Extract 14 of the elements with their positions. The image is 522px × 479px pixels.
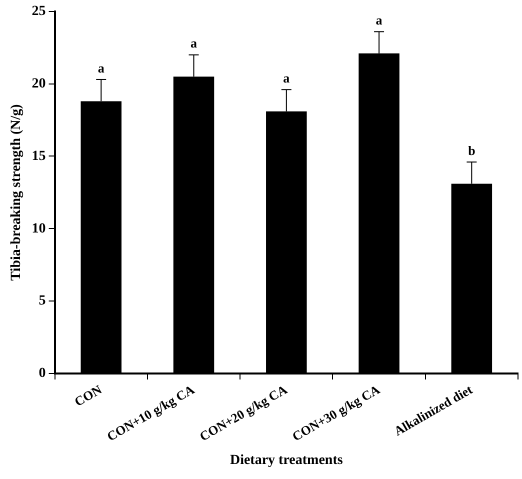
y-tick-label: 25 [32, 4, 46, 20]
y-tick-label: 15 [32, 148, 46, 164]
annotation: a [376, 12, 383, 28]
annotation: a [98, 60, 105, 76]
annotation: a [190, 36, 198, 51]
annotation: a [283, 70, 290, 86]
y-axis-title: Tibia-breaking strength (N/g) [9, 104, 24, 281]
annotation: b [468, 142, 476, 158]
y-tick-label: 5 [38, 294, 46, 309]
y-tick-label: 20 [32, 76, 46, 92]
x-tick-label: CON [72, 381, 105, 410]
x-axis-title: Dietary treatments [230, 453, 344, 468]
y-tick-label: 10 [32, 221, 46, 236]
y-tick-label: 0 [38, 366, 46, 382]
